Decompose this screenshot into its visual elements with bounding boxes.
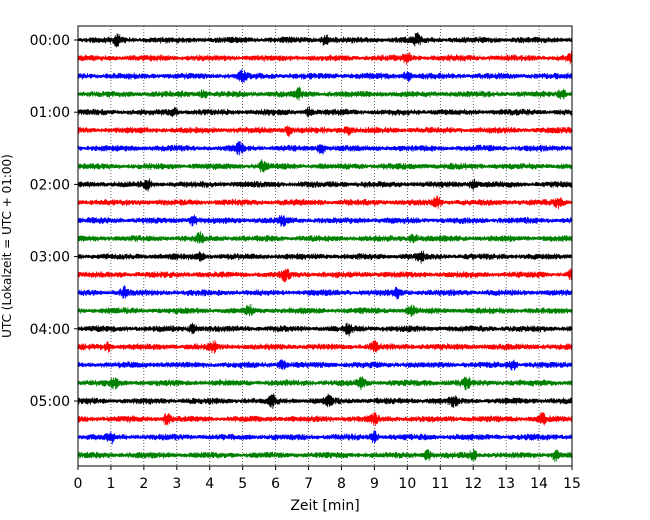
trace-0000 (77, 32, 573, 48)
x-tick-label: 1 (106, 476, 115, 492)
trace-0415 (77, 340, 573, 354)
trace-0430 (77, 359, 573, 371)
y-axis-label: UTC (Lokalzeit = UTC + 01:00) (0, 154, 14, 338)
x-tick-label: 8 (337, 476, 346, 492)
x-tick-label: 7 (304, 476, 313, 492)
x-tick-label: 2 (139, 476, 148, 492)
trace-0130 (77, 140, 573, 156)
trace-0030 (77, 68, 573, 83)
trace-0545 (77, 448, 573, 463)
trace-0500 (77, 393, 573, 410)
y-tick-label: 01:00 (30, 105, 70, 121)
trace-0245 (77, 231, 573, 244)
trace-0345 (77, 303, 573, 318)
y-tick-label: 03:00 (30, 250, 70, 266)
trace-0330 (77, 285, 573, 300)
x-tick-label: 4 (205, 476, 214, 492)
x-tick-label: 0 (74, 476, 83, 492)
x-tick-label: 12 (464, 476, 482, 492)
x-tick-label: 10 (398, 476, 416, 492)
y-tick-label: 04:00 (30, 322, 70, 338)
trace-0400 (77, 322, 573, 337)
trace-0315 (77, 268, 573, 283)
trace-0045 (77, 86, 573, 101)
trace-0230 (77, 214, 573, 227)
x-tick-label: 6 (271, 476, 280, 492)
x-tick-label: 11 (431, 476, 449, 492)
y-tick-label: 00:00 (30, 33, 70, 49)
trace-0515 (77, 412, 573, 426)
x-tick-label: 9 (370, 476, 379, 492)
x-axis-ticks: 0 1 2 3 4 5 6 7 8 9 10 11 12 13 14 15 (74, 466, 581, 492)
trace-0445 (77, 376, 573, 391)
trace-0200 (77, 178, 573, 192)
trace-0015 (77, 50, 573, 66)
trace-0530 (77, 430, 573, 445)
x-tick-label: 14 (530, 476, 548, 492)
x-tick-label: 13 (497, 476, 515, 492)
y-tick-label: 02:00 (30, 177, 70, 193)
trace-group (77, 32, 573, 463)
x-tick-label: 3 (172, 476, 181, 492)
x-tick-label: 5 (238, 476, 247, 492)
x-tick-label: 15 (563, 476, 581, 492)
y-tick-label: 05:00 (30, 394, 70, 410)
grid-lines (110, 26, 540, 466)
x-axis-label: Zeit [min] (290, 498, 359, 514)
trace-0115 (77, 125, 573, 138)
trace-0300 (77, 250, 573, 264)
plot-frame (77, 25, 573, 467)
y-axis-ticks: 00:00 01:00 02:00 03:00 04:00 05:00 (30, 33, 78, 410)
trace-0145 (77, 159, 573, 173)
trace-0100 (77, 105, 573, 118)
trace-0215 (77, 195, 573, 210)
